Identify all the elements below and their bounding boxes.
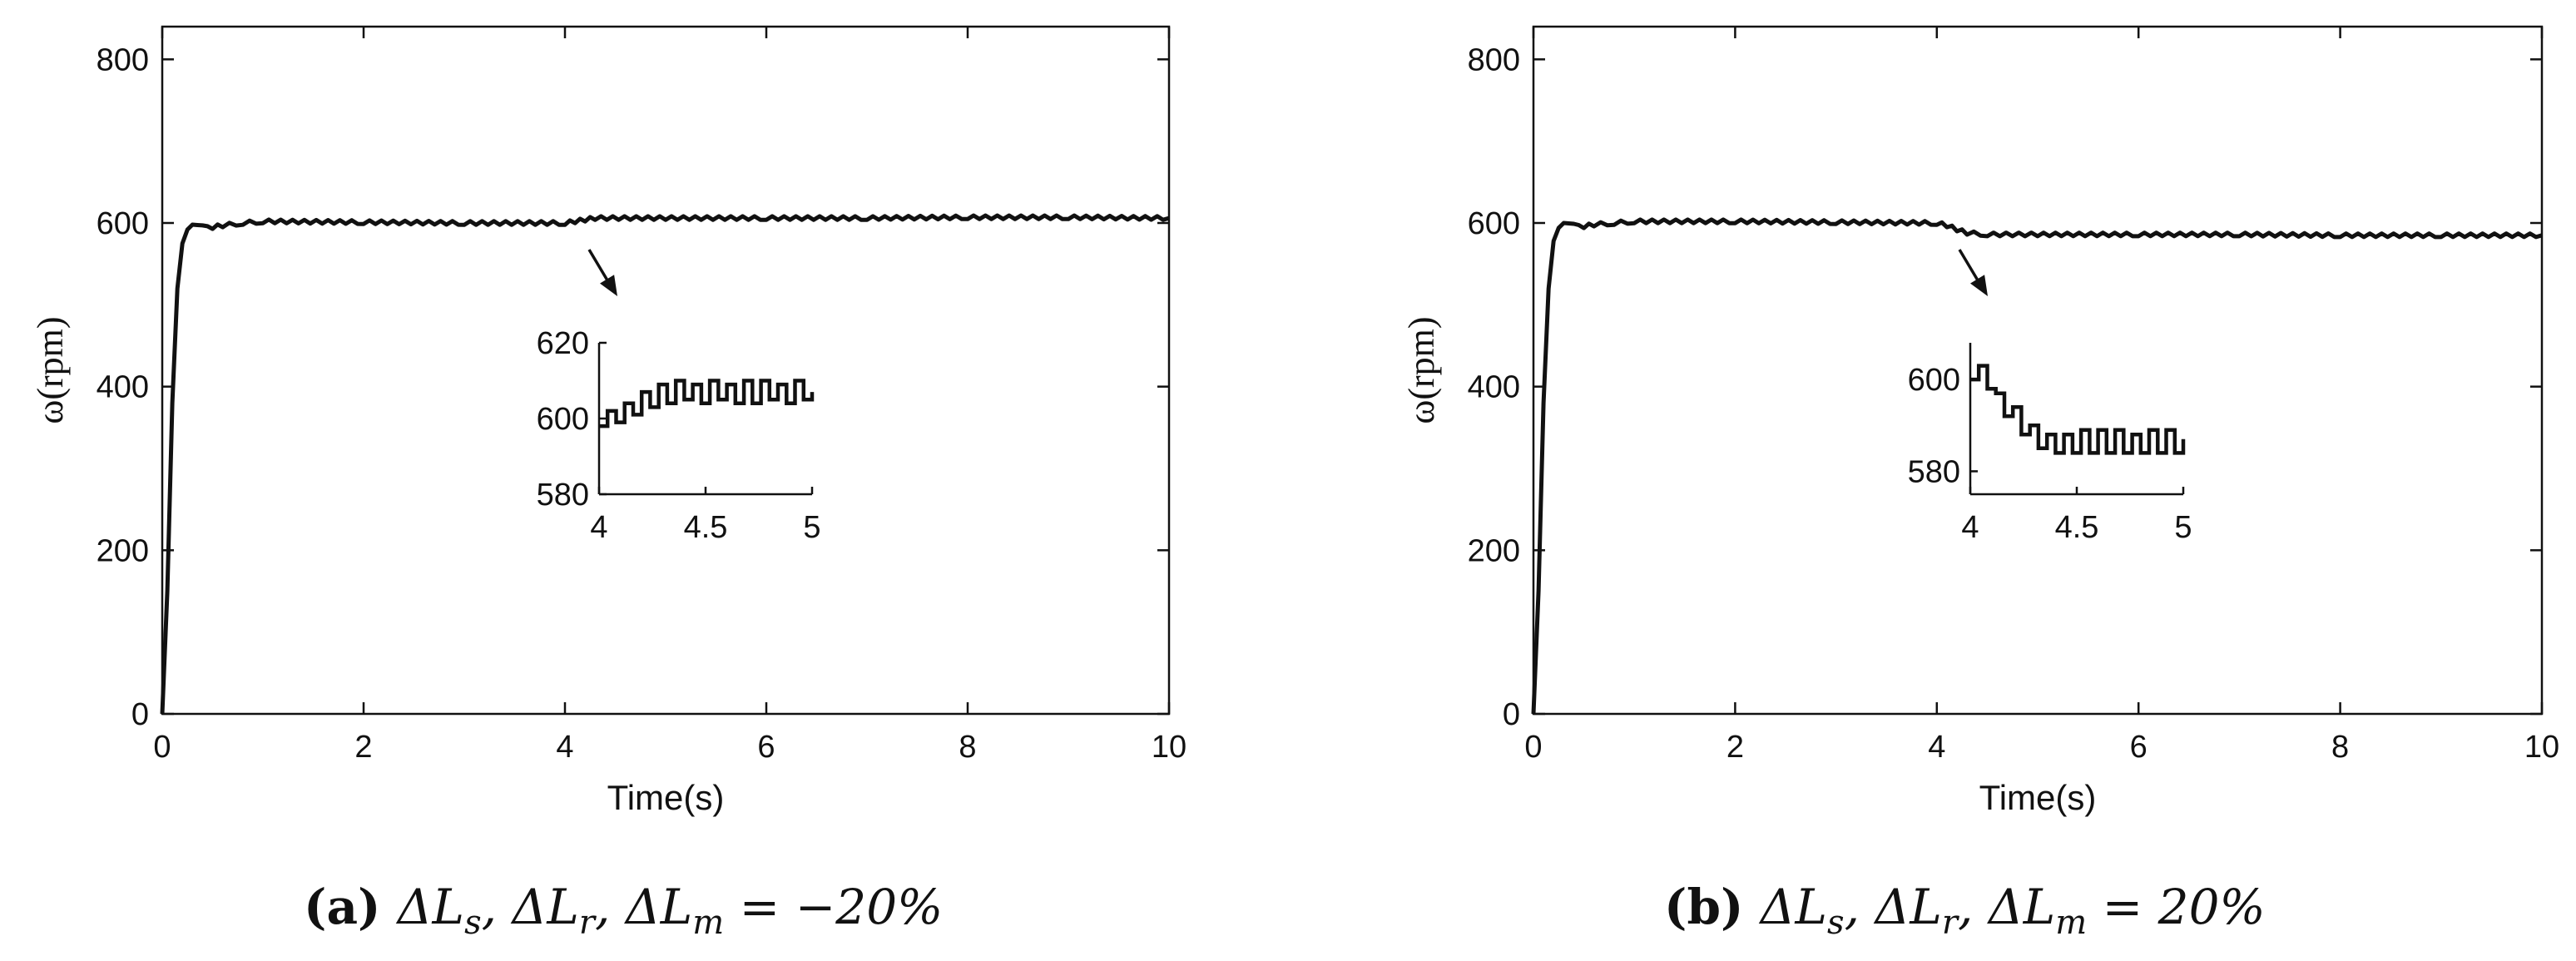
plot-frame bbox=[161, 25, 1171, 716]
x-axis-label: Time(s) bbox=[1979, 778, 2097, 817]
x-tick-label: 8 bbox=[2331, 730, 2349, 765]
inset-x-tick-label: 4 bbox=[1961, 510, 1979, 545]
x-tick-label: 10 bbox=[2524, 730, 2559, 765]
inset-y-tick-label: 600 bbox=[1908, 363, 1960, 398]
caption-symbol: m bbox=[2055, 904, 2087, 942]
caption-symbol: r bbox=[1942, 904, 1960, 942]
series-line-omega bbox=[1531, 217, 2543, 715]
caption-symbol: , ΔL bbox=[595, 879, 692, 935]
x-tick-label: 2 bbox=[354, 730, 372, 765]
inset-x-tick-label: 5 bbox=[803, 510, 820, 545]
y-tick-label: 200 bbox=[1468, 533, 1520, 568]
inset-x-tick-label: 4 bbox=[590, 510, 607, 545]
caption-symbol: ΔL bbox=[396, 879, 464, 935]
caption-symbol: = −20% bbox=[724, 879, 943, 935]
y-tick-label: 600 bbox=[1468, 206, 1520, 241]
caption-symbol: m bbox=[692, 904, 724, 942]
x-tick-label: 0 bbox=[153, 730, 171, 765]
caption-symbol: = 20% bbox=[2087, 879, 2265, 935]
caption-symbol: r bbox=[579, 904, 597, 942]
zoom-arrow-head bbox=[599, 275, 617, 296]
y-axis-label: ω(rpm) bbox=[1401, 316, 1442, 424]
figure-caption: (b) ΔLs, ΔLr, ΔLm = 20% bbox=[1664, 879, 2266, 942]
plot-frame bbox=[1532, 25, 2544, 716]
y-tick-label: 400 bbox=[1468, 370, 1520, 405]
x-tick-label: 6 bbox=[2130, 730, 2147, 765]
y-tick-label: 800 bbox=[97, 42, 149, 77]
inset-y-tick-label: 580 bbox=[1908, 454, 1960, 489]
y-tick-label: 200 bbox=[97, 533, 149, 568]
inset-series-line bbox=[1970, 364, 2186, 455]
zoom-arrow-head bbox=[1969, 275, 1988, 296]
caption-symbol: ΔL bbox=[1759, 879, 1827, 935]
y-tick-label: 0 bbox=[131, 697, 149, 732]
figure-caption: (a) ΔLs, ΔLr, ΔLm = −20% bbox=[304, 879, 943, 942]
x-tick-label: 4 bbox=[556, 730, 573, 765]
inset-series-line bbox=[599, 379, 815, 428]
inset-x-tick-label: 5 bbox=[2174, 510, 2192, 545]
inset-y-tick-label: 620 bbox=[537, 326, 589, 361]
chart-panel-b: 0 2 4 6 8 10 0 200 400 600 800 Time(s) ω(rpm) 4 4.5 5 58… bbox=[1401, 25, 2559, 942]
caption-label: (a) bbox=[304, 879, 398, 935]
inset-zoom: 4 4.5 5 580 600 bbox=[1908, 343, 2192, 545]
chart-panel-a: 0 2 4 6 8 10 0 200 400 600 800 Time(s) ω(rpm) 4 4.5 5 58… bbox=[30, 25, 1186, 942]
caption-label: (b) bbox=[1664, 879, 1761, 935]
caption-symbol: , ΔL bbox=[1958, 879, 2055, 935]
inset-x-tick-label: 4.5 bbox=[684, 510, 728, 545]
inset-zoom: 4 4.5 5 580 600 620 bbox=[537, 326, 821, 545]
caption-symbol: , ΔL bbox=[482, 879, 579, 935]
y-tick-label: 400 bbox=[97, 370, 149, 405]
inset-x-tick-label: 4.5 bbox=[2055, 510, 2099, 545]
inset-y-tick-label: 580 bbox=[537, 478, 589, 513]
x-axis-label: Time(s) bbox=[607, 778, 725, 817]
x-tick-label: 8 bbox=[959, 730, 976, 765]
y-axis-label: ω(rpm) bbox=[30, 316, 71, 424]
y-tick-label: 0 bbox=[1503, 697, 1520, 732]
x-tick-label: 4 bbox=[1928, 730, 1945, 765]
x-tick-label: 10 bbox=[1152, 730, 1186, 765]
y-tick-label: 800 bbox=[1468, 42, 1520, 77]
x-tick-label: 2 bbox=[1726, 730, 1744, 765]
series-line-omega bbox=[160, 213, 1170, 715]
caption-symbol: , ΔL bbox=[1845, 879, 1942, 935]
x-tick-label: 6 bbox=[757, 730, 775, 765]
caption-symbol: s bbox=[1827, 904, 1845, 942]
caption-symbol: s bbox=[464, 904, 482, 942]
x-tick-label: 0 bbox=[1524, 730, 1542, 765]
inset-y-tick-label: 600 bbox=[537, 402, 589, 437]
y-tick-label: 600 bbox=[97, 206, 149, 241]
